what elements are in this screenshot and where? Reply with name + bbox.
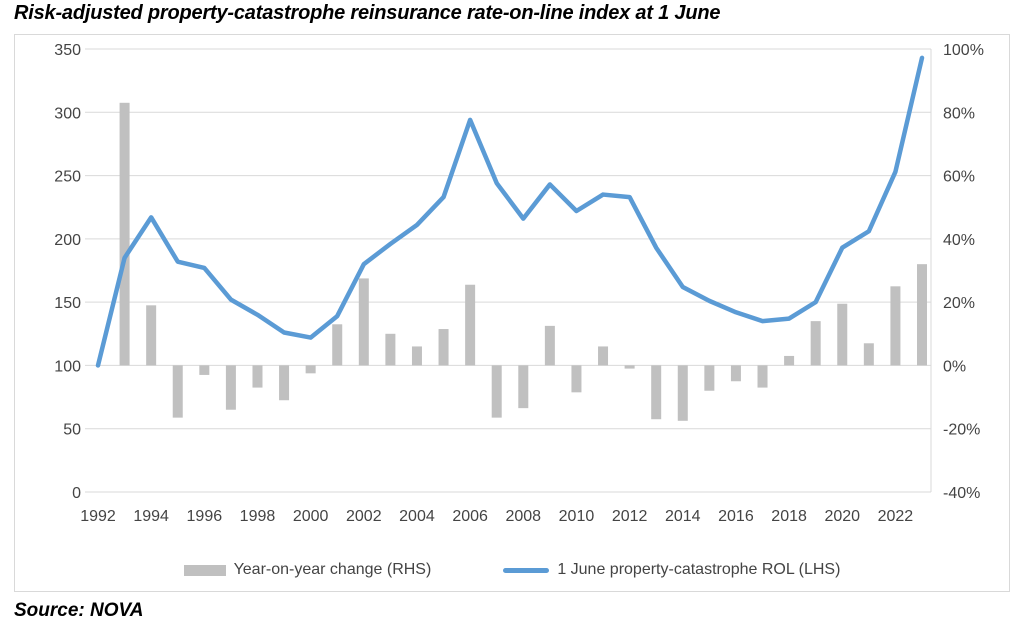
bar-1997 bbox=[225, 365, 236, 410]
chart-legend: Year-on-year change (RHS) 1 June propert… bbox=[15, 561, 1009, 579]
bar-2012 bbox=[624, 365, 635, 369]
left-axis-tick-label: 350 bbox=[54, 42, 81, 59]
chart-area: 350 100% 300 80% 250 60% 200 40% 150 20% 100 0% 50 -2… bbox=[14, 34, 1010, 592]
bar-2010 bbox=[571, 365, 582, 393]
bar-2018 bbox=[784, 355, 795, 366]
bar-2005 bbox=[438, 329, 449, 366]
x-axis-tick-label: 2000 bbox=[293, 508, 329, 525]
bar-1995 bbox=[172, 365, 183, 418]
left-axis-tick-label: 200 bbox=[54, 232, 81, 249]
bar-2019 bbox=[810, 321, 821, 366]
bar-2002 bbox=[358, 278, 369, 366]
left-axis-tick-label: 0 bbox=[72, 485, 81, 502]
bar-2009 bbox=[544, 325, 555, 366]
chart-svg: 350 100% 300 80% 250 60% 200 40% 150 20% 100 0% 50 -2… bbox=[54, 42, 984, 525]
x-axis-tick-label: 2018 bbox=[771, 508, 807, 525]
bar-2011 bbox=[598, 346, 609, 366]
chart-title: Risk-adjusted property-catastrophe reins… bbox=[14, 2, 721, 24]
legend-line-label: 1 June property-catastrophe ROL (LHS) bbox=[557, 561, 841, 578]
x-axis-tick-label: 1996 bbox=[187, 508, 223, 525]
right-axis-tick-label: 100% bbox=[943, 42, 984, 59]
x-axis-tick-label: 1998 bbox=[240, 508, 276, 525]
x-axis-tick-label: 2010 bbox=[559, 508, 595, 525]
x-axis-tick-label: 2008 bbox=[505, 508, 541, 525]
bar-1994 bbox=[146, 305, 157, 366]
left-axis-tick-label: 150 bbox=[54, 295, 81, 312]
x-axis-tick-label: 2006 bbox=[452, 508, 488, 525]
legend-item-line-series: 1 June property-catastrophe ROL (LHS) bbox=[503, 561, 840, 579]
x-axis-tick-label: 2016 bbox=[718, 508, 754, 525]
bar-1993 bbox=[119, 102, 130, 366]
bar-2022 bbox=[890, 286, 901, 366]
rol-line bbox=[95, 55, 925, 368]
x-axis-tick-label: 1992 bbox=[80, 508, 116, 525]
left-axis-tick-label: 250 bbox=[54, 169, 81, 186]
x-axis-tick-label: 2014 bbox=[665, 508, 701, 525]
bar-2003 bbox=[385, 333, 396, 366]
bar-2000 bbox=[305, 365, 316, 374]
bar-1996 bbox=[199, 365, 210, 375]
left-axis-tick-label: 300 bbox=[54, 105, 81, 122]
x-axis-tick-label: 2002 bbox=[346, 508, 382, 525]
right-axis-tick-label: 20% bbox=[943, 295, 975, 312]
x-axis-tick-label: 2022 bbox=[878, 508, 914, 525]
bar-2001 bbox=[332, 324, 343, 366]
right-axis-tick-label: 40% bbox=[943, 232, 975, 249]
bar-swatch-icon bbox=[183, 564, 226, 576]
bar-2020 bbox=[837, 303, 848, 366]
bar-2015 bbox=[704, 365, 715, 391]
bar-2006 bbox=[465, 284, 476, 366]
bar-2004 bbox=[411, 346, 422, 366]
bar-2017 bbox=[757, 365, 768, 388]
bar-1998 bbox=[252, 365, 263, 388]
bar-2016 bbox=[730, 365, 741, 382]
x-axis-tick-label: 2012 bbox=[612, 508, 648, 525]
x-axis-tick-label: 2004 bbox=[399, 508, 435, 525]
bar-2023 bbox=[917, 264, 927, 366]
right-axis-tick-label: 60% bbox=[943, 169, 975, 186]
bar-2013 bbox=[651, 365, 662, 420]
legend-bar-label: Year-on-year change (RHS) bbox=[233, 561, 432, 578]
bar-1999 bbox=[279, 365, 290, 401]
right-axis-tick-label: -20% bbox=[943, 422, 980, 439]
x-axis-tick-label: 2020 bbox=[824, 508, 860, 525]
bar-2008 bbox=[518, 365, 529, 409]
plot-area: 350 100% 300 80% 250 60% 200 40% 150 20% 100 0% 50 -2… bbox=[15, 35, 1009, 591]
bar-2014 bbox=[677, 365, 688, 421]
bar-2021 bbox=[863, 343, 874, 366]
right-axis-tick-label: 80% bbox=[943, 105, 975, 122]
left-axis-tick-label: 100 bbox=[54, 358, 81, 375]
bar-2007 bbox=[491, 365, 502, 418]
right-axis-tick-label: 0% bbox=[943, 358, 966, 375]
source-note: Source: NOVA bbox=[14, 600, 144, 621]
left-axis-tick-label: 50 bbox=[63, 422, 81, 439]
x-axis-tick-label: 1994 bbox=[133, 508, 169, 525]
legend-item-bar-series: Year-on-year change (RHS) bbox=[183, 561, 432, 579]
line-swatch-icon bbox=[503, 567, 550, 573]
right-axis-tick-label: -40% bbox=[943, 485, 980, 502]
